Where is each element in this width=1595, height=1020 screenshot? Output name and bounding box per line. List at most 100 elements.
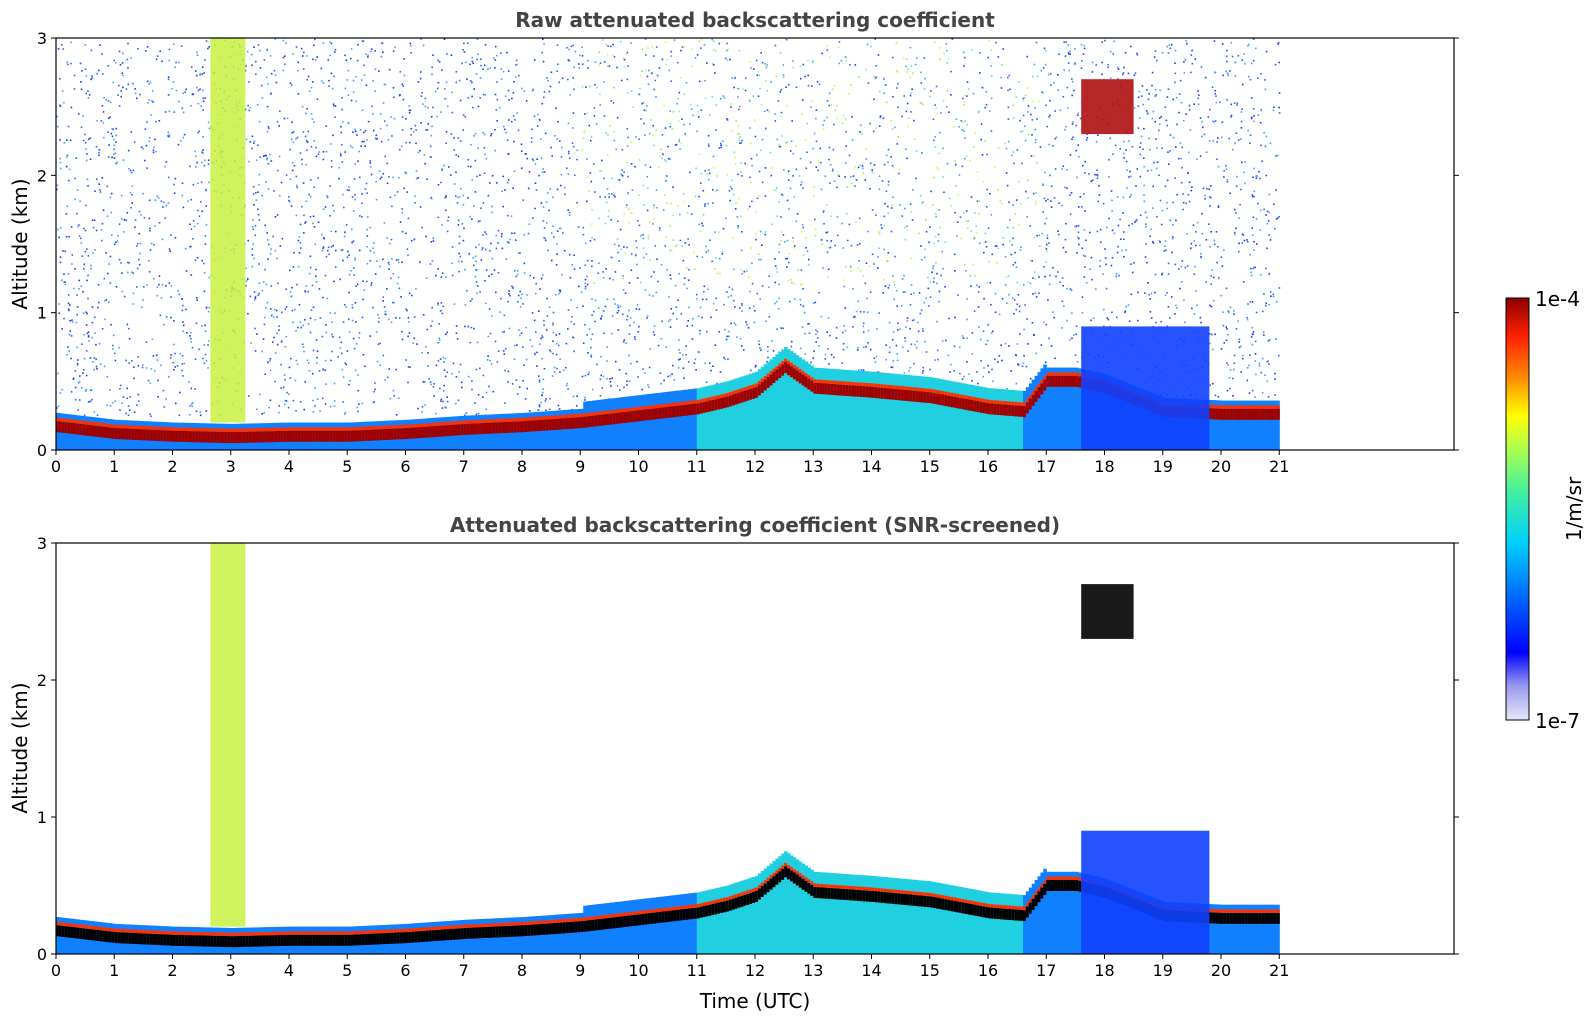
noise-pixel (659, 372, 662, 374)
noise-pixel (374, 137, 377, 140)
noise-pixel (485, 233, 488, 235)
noise-pixel (1044, 171, 1046, 174)
noise-pixel (877, 256, 879, 258)
noise-pixel (469, 341, 472, 344)
noise-pixel (720, 98, 722, 100)
noise-pixel (1071, 123, 1074, 125)
noise-pixel (706, 62, 708, 64)
noise-pixel (1140, 142, 1142, 144)
noise-pixel (92, 226, 95, 229)
noise-pixel (335, 230, 337, 233)
noise-pixel (1172, 98, 1174, 101)
noise-pixel (829, 334, 831, 337)
noise-pixel (464, 304, 467, 306)
noise-pixel (1227, 310, 1229, 312)
noise-pixel (381, 42, 383, 44)
noise-pixel (1250, 117, 1253, 120)
noise-pixel (905, 326, 907, 328)
noise-pixel (304, 291, 307, 293)
noise-pixel (761, 138, 764, 141)
noise-pixel (1016, 343, 1019, 345)
noise-pixel (705, 245, 707, 248)
noise-pixel (907, 350, 909, 352)
noise-pixel (1007, 118, 1010, 120)
noise-pixel (841, 362, 843, 364)
noise-pixel (1236, 175, 1238, 178)
noise-pixel (996, 261, 998, 264)
noise-pixel (682, 193, 685, 195)
noise-pixel (757, 253, 760, 255)
noise-pixel (291, 162, 294, 164)
noise-pixel (868, 265, 871, 268)
noise-pixel (623, 246, 625, 248)
noise-pixel (593, 310, 595, 313)
noise-pixel (1107, 318, 1110, 321)
noise-pixel (512, 115, 515, 117)
noise-pixel (391, 135, 393, 137)
noise-pixel (461, 222, 464, 225)
noise-pixel (1151, 71, 1154, 74)
noise-pixel (471, 81, 473, 84)
noise-pixel (446, 331, 448, 334)
noise-pixel (1066, 187, 1068, 189)
noise-pixel (630, 269, 633, 272)
noise-pixel (985, 90, 987, 93)
noise-pixel (440, 276, 443, 278)
noise-pixel (824, 353, 827, 356)
noise-pixel (906, 225, 908, 228)
noise-pixel (1164, 240, 1167, 242)
noise-pixel (165, 161, 168, 163)
noise-pixel (1098, 194, 1101, 196)
noise-pixel (284, 399, 286, 402)
noise-pixel (869, 162, 872, 165)
noise-pixel (460, 381, 463, 384)
noise-pixel (561, 273, 563, 276)
noise-pixel (255, 192, 257, 194)
noise-pixel (266, 157, 268, 160)
noise-pixel (1220, 348, 1223, 350)
noise-pixel (59, 157, 61, 160)
noise-pixel (1204, 194, 1206, 197)
noise-pixel (543, 236, 545, 239)
noise-pixel (255, 60, 257, 63)
noise-pixel (168, 110, 171, 113)
noise-pixel (173, 192, 176, 194)
noise-pixel (354, 130, 357, 132)
noise-pixel (437, 216, 440, 219)
noise-pixel (307, 130, 310, 133)
noise-pixel (887, 252, 890, 254)
noise-pixel (957, 194, 959, 196)
noise-pixel (263, 316, 266, 319)
noise-pixel (772, 189, 775, 192)
noise-pixel (333, 405, 336, 407)
noise-pixel (779, 115, 782, 117)
noise-pixel (518, 74, 520, 77)
noise-pixel (154, 138, 156, 141)
noise-pixel (710, 369, 712, 372)
noise-pixel (420, 95, 423, 97)
noise-pixel (182, 92, 184, 95)
noise-pixel (1164, 294, 1167, 297)
noise-pixel (568, 253, 571, 256)
noise-pixel (491, 315, 493, 317)
noise-pixel (713, 49, 715, 51)
noise-pixel (1229, 387, 1231, 390)
noise-pixel (749, 176, 751, 179)
noise-pixel (145, 50, 147, 52)
noise-pixel (85, 350, 88, 352)
noise-pixel (482, 68, 484, 70)
noise-pixel (695, 297, 698, 300)
noise-pixel (869, 122, 871, 125)
noise-pixel (194, 388, 196, 390)
noise-pixel (950, 70, 952, 73)
noise-pixel (1233, 231, 1236, 234)
noise-pixel (1243, 239, 1246, 242)
noise-pixel (935, 167, 938, 169)
noise-pixel (1233, 362, 1236, 365)
noise-pixel (273, 69, 276, 72)
noise-pixel (878, 231, 880, 233)
noise-pixel (547, 192, 549, 194)
noise-pixel (102, 73, 104, 75)
noise-pixel (325, 125, 328, 127)
noise-pixel (817, 161, 820, 164)
